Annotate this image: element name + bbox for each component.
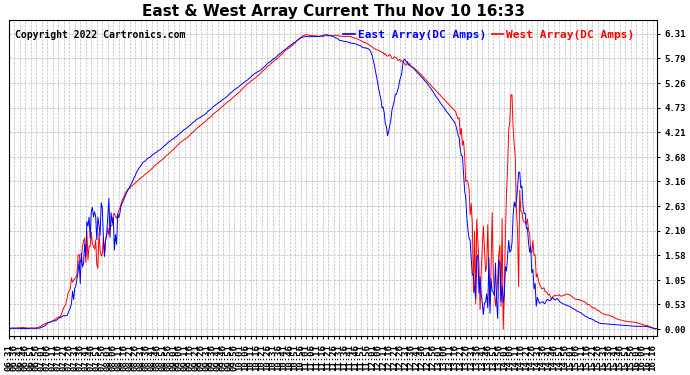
- Legend: East Array(DC Amps), West Array(DC Amps): East Array(DC Amps), West Array(DC Amps): [339, 26, 639, 45]
- Text: Copyright 2022 Cartronics.com: Copyright 2022 Cartronics.com: [15, 30, 186, 40]
- Title: East & West Array Current Thu Nov 10 16:33: East & West Array Current Thu Nov 10 16:…: [141, 4, 524, 19]
